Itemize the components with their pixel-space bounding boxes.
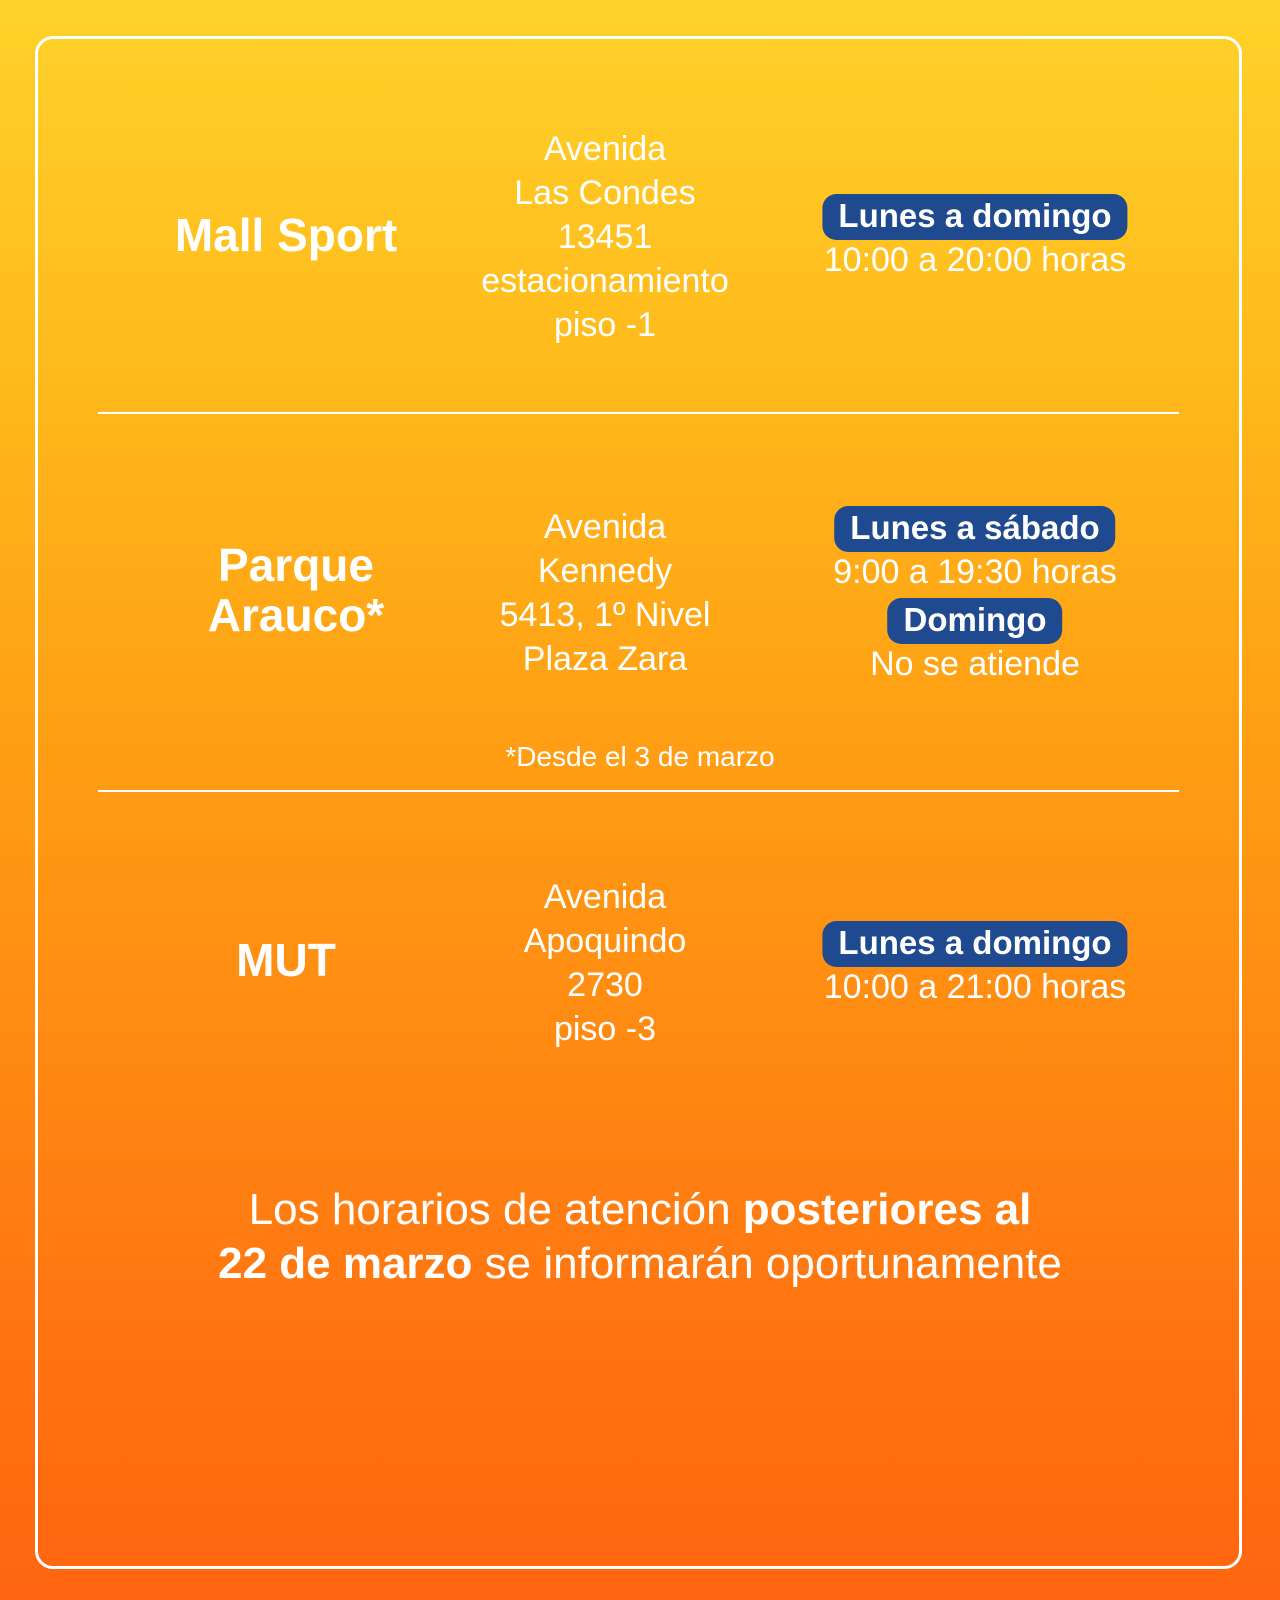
address-line: Kennedy (537, 552, 673, 590)
days-badge: Lunes a domingo (822, 921, 1128, 967)
address-line: Avenida (543, 508, 667, 546)
days-badge: Domingo (887, 598, 1063, 644)
hours-text: 10:00 a 20:00 horas (823, 241, 1127, 279)
schedule: Lunes a domingo 10:00 a 21:00 horas (822, 921, 1128, 1007)
card-frame (35, 36, 1242, 1569)
hours-text: No se atiende (870, 645, 1080, 683)
address-line: Avenida (543, 878, 667, 916)
address-line: estacionamiento (481, 262, 729, 300)
address-line: Plaza Zara (522, 640, 688, 678)
location-name: Mall Sport (174, 209, 398, 261)
name-line: Arauco* (207, 589, 385, 641)
footer-bold: 22 de marzo (218, 1239, 473, 1288)
address-line: 2730 (567, 966, 643, 1004)
footer-text: se informarán oportunamente (472, 1239, 1062, 1288)
address-line: piso -1 (553, 306, 657, 344)
schedule: Lunes a sábado 9:00 a 19:30 horas Doming… (833, 506, 1117, 684)
address-line: Avenida (543, 130, 667, 168)
name-line: Parque (218, 539, 374, 591)
hours-text: 9:00 a 19:30 horas (833, 553, 1117, 591)
location-name: MUT (236, 934, 336, 986)
divider (98, 412, 1179, 414)
address-line: Las Condes (514, 174, 696, 212)
location-name: Parque Arauco* (208, 540, 384, 640)
days-badge: Lunes a domingo (822, 194, 1128, 240)
schedule: Lunes a domingo 10:00 a 20:00 horas (822, 194, 1128, 280)
location-address: Avenida Kennedy 5413, 1º Nivel Plaza Zar… (500, 505, 711, 681)
address-line: piso -3 (553, 1010, 657, 1048)
location-address: Avenida Las Condes 13451 estacionamiento… (481, 127, 729, 347)
location-address: Avenida Apoquindo 2730 piso -3 (524, 875, 687, 1051)
footer-bold: posteriores al (742, 1185, 1032, 1234)
days-badge: Lunes a sábado (834, 506, 1116, 552)
address-line: 5413, 1º Nivel (499, 596, 711, 634)
address-line: 13451 (557, 218, 653, 256)
footer-text: Los horarios de atención (248, 1185, 743, 1234)
divider (98, 790, 1179, 792)
footer-message: Los horarios de atención posteriores al … (218, 1183, 1062, 1291)
footnote: *Desde el 3 de marzo (505, 741, 775, 772)
hours-text: 10:00 a 21:00 horas (823, 968, 1127, 1006)
address-line: Apoquindo (523, 922, 687, 960)
